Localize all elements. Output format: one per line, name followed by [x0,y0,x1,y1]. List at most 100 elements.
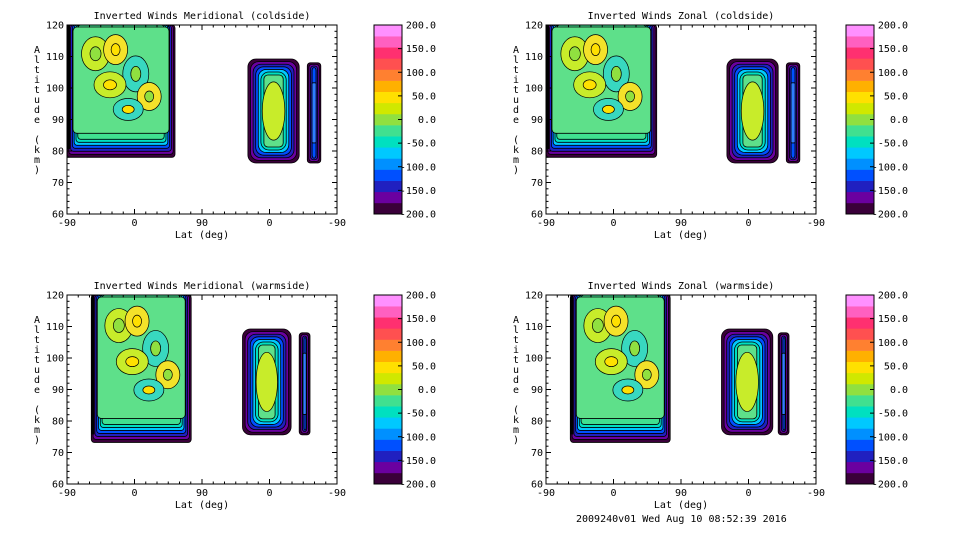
colorbar-label: -50.0 [878,139,908,150]
colorbar-swatch [846,383,874,396]
colorbar-swatch [846,461,874,474]
y-tick-label: 60 [52,210,64,221]
colorbar-swatch [846,147,874,159]
x-axis-label: Lat (deg) [175,500,229,511]
colorbar-label: -200.0 [400,480,436,491]
colorbar-swatch [374,461,402,474]
y-tick-label: 110 [525,52,543,63]
contour-blob [144,90,155,103]
colorbar-swatch [846,328,874,340]
y-tick-label: 70 [531,178,543,189]
colorbar-swatch [374,202,402,215]
x-axis-label: Lat (deg) [654,500,708,511]
colorbar-swatch [374,317,402,329]
y-tick-label: 100 [46,84,64,95]
colorbar-swatch [846,80,874,93]
colorbar-swatch [846,317,874,329]
colorbar-swatch [846,350,874,363]
x-tick-label: -90 [537,488,555,499]
colorbar-swatch [374,350,402,363]
x-tick-label: 0 [131,488,137,499]
colorbar-swatch [374,428,402,440]
colorbar-swatch [374,25,402,37]
colorbar-swatch [374,80,402,93]
colorbar-label: -100.0 [400,432,436,443]
x-tick-label: 0 [266,218,272,229]
colorbar-label: -200.0 [872,480,908,491]
colorbar-swatch [374,113,402,126]
colorbar-swatch [846,113,874,126]
y-tick-label: 70 [52,178,64,189]
x-tick-label: 0 [610,218,616,229]
y-tick-label: 90 [52,385,64,396]
contour-blob [89,46,102,62]
contour-blob [568,46,581,62]
contour-blob [735,351,759,412]
y-tick-label: 60 [531,210,543,221]
colorbar-label: 100.0 [406,338,436,349]
y-tick-label: 80 [52,417,64,428]
colorbar-label: 50.0 [884,361,908,372]
contour-blob [110,43,121,56]
colorbar-label: -100.0 [872,432,908,443]
contour-blob [621,385,635,395]
contour-field [569,295,790,443]
colorbar-swatch [846,428,874,440]
colorbar-label: -200.0 [872,210,908,221]
colorbar-label: 200.0 [878,21,908,32]
y-tick-label: 100 [525,354,543,365]
contour-edge [570,295,574,435]
colorbar-swatch [374,58,402,70]
colorbar-label: 200.0 [406,21,436,32]
contour-blob [112,318,125,333]
colorbar-label: 0.0 [890,115,908,126]
contour-blob [142,385,156,395]
y-tick-label: 120 [525,291,543,302]
y-tick-label: 110 [46,322,64,333]
colorbar-swatch [846,36,874,48]
x-tick-label: -90 [807,218,825,229]
chart-title: Inverted Winds Meridional (coldside) [94,11,311,22]
colorbar-swatch [374,158,402,170]
y-tick-label: 100 [46,354,64,365]
y-tick-label: 80 [531,147,543,158]
contour-edge [546,25,549,150]
colorbar-swatch [846,169,874,181]
colorbar-label: -150.0 [400,186,436,197]
colorbar-swatch [846,191,874,204]
y-tick-label: 60 [52,480,64,491]
contour-band [790,82,796,144]
y-tick-label: 70 [531,448,543,459]
x-axis-label: Lat (deg) [175,230,229,241]
contour-blob [611,314,621,328]
colorbar-swatch [846,125,874,137]
y-tick-label: 80 [531,417,543,428]
y-tick-label: 120 [525,21,543,32]
colorbar-swatch [374,395,402,407]
y-tick-label: 110 [46,52,64,63]
colorbar-label: -150.0 [400,456,436,467]
x-tick-label: 90 [675,488,687,499]
x-tick-label: 0 [131,218,137,229]
colorbar-swatch [374,328,402,340]
colorbar-label: -50.0 [406,409,436,420]
x-tick-label: -90 [328,218,346,229]
colorbar-swatch [374,472,402,485]
contour-blob [610,66,622,82]
colorbar-swatch [846,395,874,407]
y-tick-label: 120 [46,291,64,302]
contour-field [67,25,322,164]
y-tick-label: 90 [531,385,543,396]
x-tick-label: 0 [745,488,751,499]
y-tick-label: 70 [52,448,64,459]
colorbar-swatch [846,339,874,351]
colorbar-swatch [374,125,402,137]
colorbar-label: 100.0 [406,68,436,79]
colorbar-swatch [374,406,402,418]
colorbar-swatch [374,91,402,104]
contour-blob [130,66,142,82]
colorbar-swatch [374,361,402,374]
